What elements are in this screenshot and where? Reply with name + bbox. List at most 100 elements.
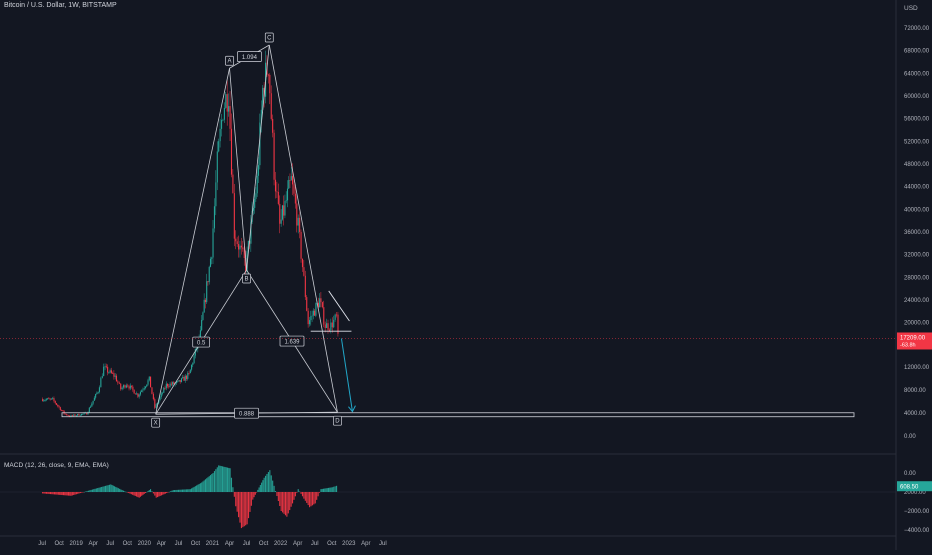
macd-histogram-bar xyxy=(119,488,121,492)
candle-body xyxy=(219,128,221,142)
macd-histogram-bar xyxy=(184,489,186,492)
candle-body xyxy=(92,400,94,404)
macd-histogram-bar xyxy=(228,467,230,492)
macd-histogram-bar xyxy=(252,492,254,500)
candle-body xyxy=(283,205,285,216)
macd-histogram-bar xyxy=(211,474,213,492)
macd-histogram-bar xyxy=(307,492,309,506)
candle-body xyxy=(206,281,208,303)
candle-body xyxy=(314,310,316,316)
candle-body xyxy=(254,198,256,208)
x-tick-label: Jul xyxy=(379,541,387,547)
candle-body xyxy=(100,378,102,388)
macd-histogram-bar xyxy=(193,486,195,492)
x-tick-label: 2020 xyxy=(138,541,152,547)
macd-histogram-bar xyxy=(310,492,312,507)
macd-histogram-bar xyxy=(111,485,113,492)
macd-histogram-bar xyxy=(74,492,76,495)
macd-histogram-bar xyxy=(89,490,91,492)
macd-histogram-bar xyxy=(294,492,296,497)
macd-histogram-bar xyxy=(156,492,159,498)
candle-body xyxy=(276,191,278,193)
macd-histogram-bar xyxy=(280,492,282,511)
candle-body xyxy=(270,93,272,119)
candle-body xyxy=(303,267,305,276)
macd-histogram-bar xyxy=(162,492,164,495)
macd-histogram-bar xyxy=(243,492,245,527)
macd-histogram-bar xyxy=(117,488,119,492)
macd-histogram-bar xyxy=(331,487,333,492)
candle-body xyxy=(148,376,150,381)
macd-histogram-bar xyxy=(148,490,150,492)
macd-histogram-bar xyxy=(215,469,217,492)
macd-histogram-bar xyxy=(155,492,157,498)
macd-histogram-bar xyxy=(147,491,149,492)
candle-body xyxy=(57,404,59,406)
y-tick-label: 36000.00 xyxy=(904,230,930,236)
macd-histogram-bar xyxy=(289,492,291,511)
macd-histogram-bar xyxy=(316,492,318,500)
candlestick-series xyxy=(42,50,339,418)
macd-histogram-bar xyxy=(99,487,101,492)
y-tick-label: 12000.00 xyxy=(904,365,930,371)
macd-histogram-bar xyxy=(46,492,48,494)
macd-histogram-bar xyxy=(309,492,311,508)
support-zone xyxy=(61,412,855,418)
candle-body xyxy=(184,375,186,381)
pattern-point-label: C xyxy=(267,36,272,42)
candle-body xyxy=(281,205,284,220)
macd-histogram-bar xyxy=(224,466,226,492)
pattern-leg-bc xyxy=(246,44,270,271)
macd-histogram-bar xyxy=(322,488,325,492)
macd-histogram-bar xyxy=(69,492,71,496)
macd-histogram-bar xyxy=(75,492,77,495)
candle-body xyxy=(222,119,224,121)
candle-body xyxy=(285,200,287,202)
macd-histogram-bar xyxy=(139,492,142,497)
macd-histogram-bar xyxy=(303,492,305,499)
macd-histogram-bar xyxy=(51,492,53,495)
candle-body xyxy=(307,310,309,325)
macd-histogram-bar xyxy=(206,478,208,492)
candle-body xyxy=(74,414,76,416)
candle-body xyxy=(185,375,188,379)
macd-histogram-bar xyxy=(146,492,148,493)
candle-body xyxy=(279,203,281,224)
candle-body xyxy=(315,303,317,316)
macd-histogram-bar xyxy=(62,492,65,496)
candle-body xyxy=(178,380,180,382)
candle-body xyxy=(299,217,301,232)
candle-body xyxy=(128,386,130,389)
candle-body xyxy=(146,384,148,387)
macd-histogram-bar xyxy=(191,488,193,492)
macd-histogram-bar xyxy=(207,477,209,492)
macd-histogram-bar xyxy=(225,467,227,492)
y-tick-label: 24000.00 xyxy=(904,298,930,304)
candle-body xyxy=(139,392,142,395)
candle-body xyxy=(118,382,120,384)
macd-histogram-bar xyxy=(246,492,248,525)
macd-histogram-bar xyxy=(138,492,140,498)
macd-histogram-bar xyxy=(189,489,191,492)
macd-histogram-bar xyxy=(160,492,163,496)
candle-body xyxy=(66,414,68,416)
macd-histogram-bar xyxy=(250,492,252,506)
macd-histogram-bar xyxy=(71,492,73,496)
macd-histogram-bar xyxy=(121,490,123,492)
x-tick-label: Apr xyxy=(293,541,302,547)
pattern-leg-cd xyxy=(268,44,338,413)
macd-histogram-bar xyxy=(238,492,240,518)
macd-histogram-bar xyxy=(120,489,122,492)
macd-histogram-bar xyxy=(292,492,294,504)
macd-histogram-bar xyxy=(311,492,313,506)
macd-histogram-bar xyxy=(134,492,136,496)
candle-body xyxy=(170,383,172,385)
x-tick-label: Oct xyxy=(54,541,64,547)
macd-histogram-bar xyxy=(277,492,279,502)
candle-body xyxy=(327,323,329,330)
candle-body xyxy=(103,366,105,377)
macd-histogram-bar xyxy=(192,487,194,492)
macd-histogram-bar xyxy=(166,492,168,494)
macd-histogram-bar xyxy=(110,484,112,492)
macd-histogram-bar xyxy=(317,492,319,497)
